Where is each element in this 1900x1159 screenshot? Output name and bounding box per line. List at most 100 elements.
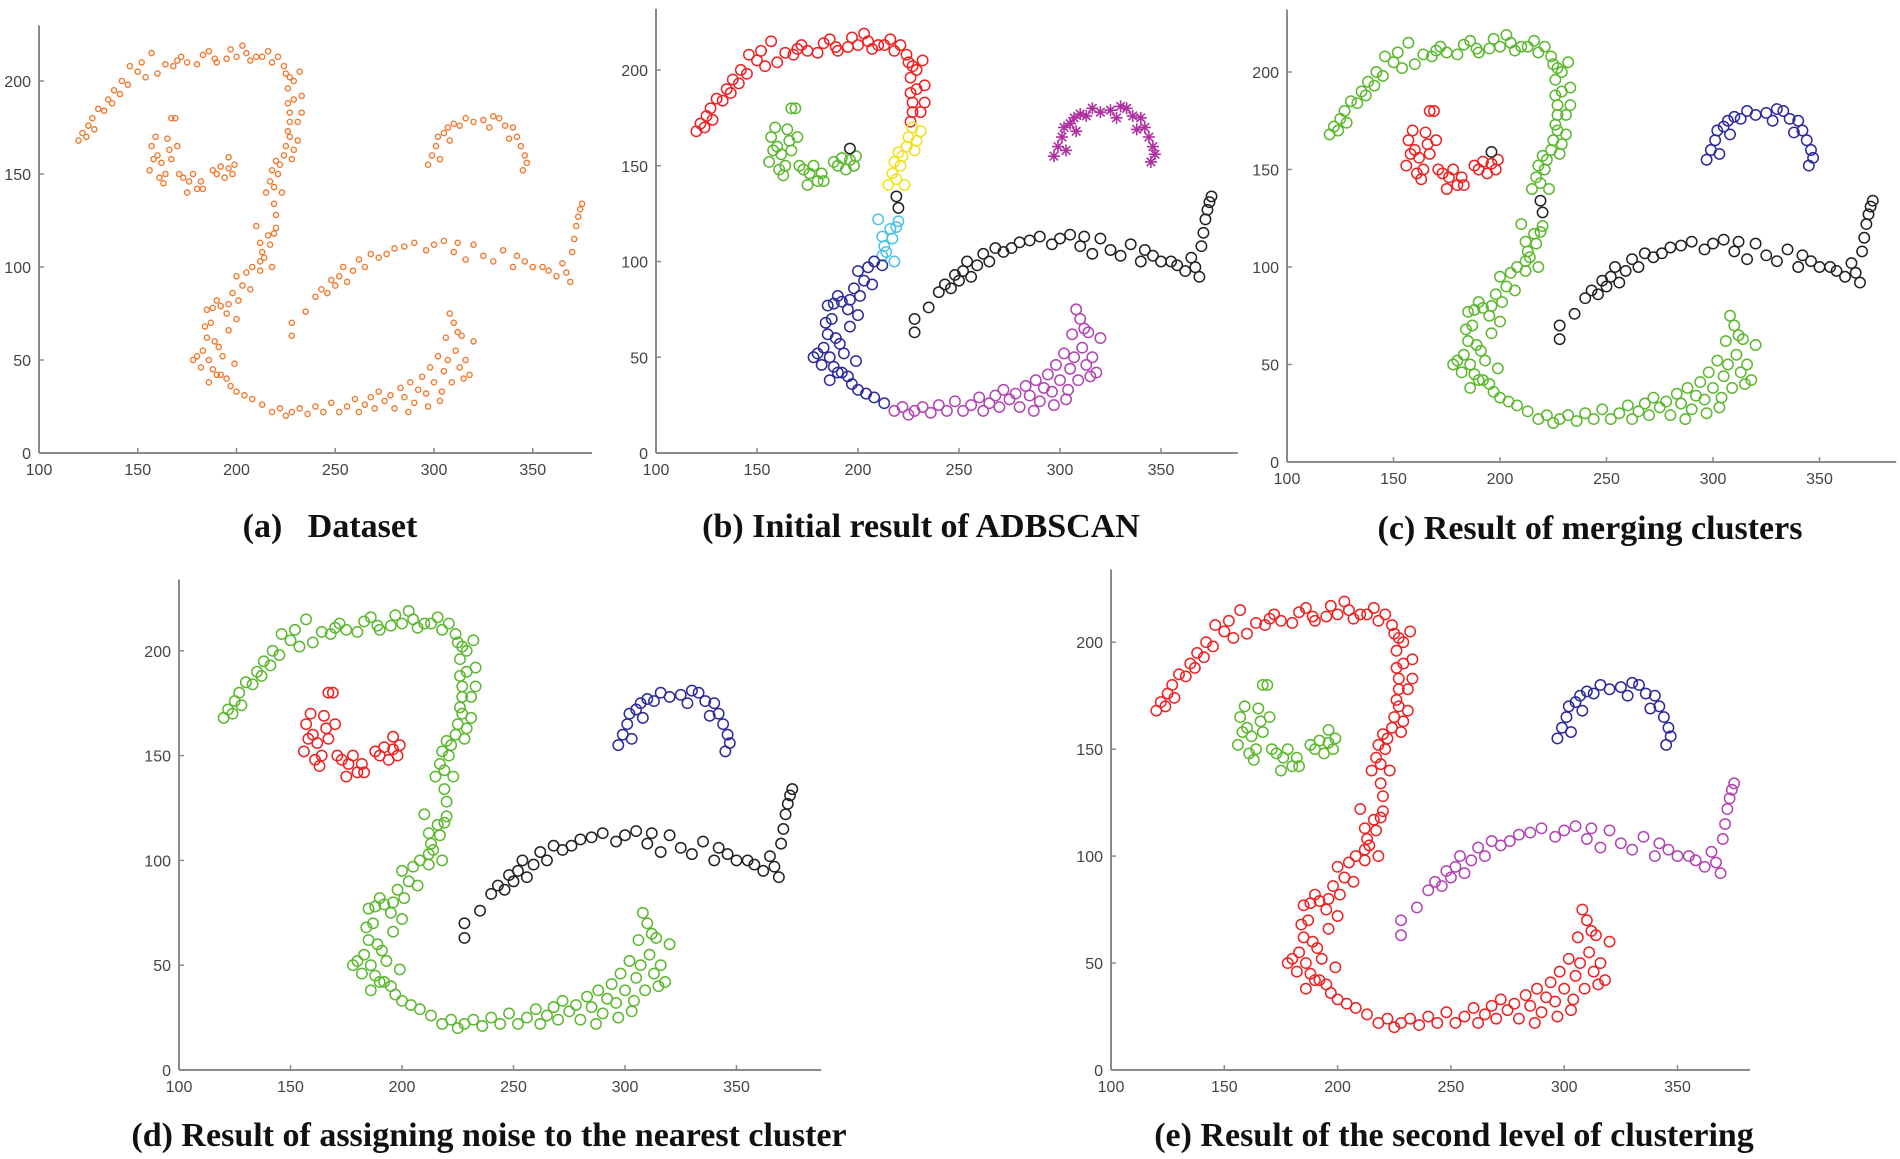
data-point [1478, 850, 1491, 863]
data-point [1579, 292, 1592, 305]
data-point [1440, 183, 1453, 195]
data-point [1540, 409, 1553, 422]
data-point [1487, 385, 1500, 398]
data-point [886, 232, 899, 245]
data-point [1543, 183, 1555, 195]
data-point [1504, 266, 1517, 279]
data-point [266, 241, 274, 248]
data-point [300, 613, 313, 626]
data-point [1423, 147, 1436, 160]
data-point [1694, 376, 1707, 388]
data-point [906, 96, 919, 109]
data-point [1299, 957, 1312, 969]
data-point [1716, 833, 1729, 845]
data-point [1534, 194, 1547, 207]
data-point [1632, 261, 1645, 273]
data-point [619, 984, 631, 997]
data-point [436, 155, 444, 163]
data-point [1361, 608, 1374, 621]
data-point [940, 404, 953, 417]
data-point [902, 408, 915, 421]
data-point [173, 142, 181, 150]
data-point [1535, 822, 1548, 835]
data-point [1464, 381, 1477, 394]
data-point [520, 1011, 533, 1024]
data-point [173, 57, 181, 64]
data-point [843, 142, 856, 155]
data-point [1464, 358, 1477, 371]
data-point [997, 383, 1010, 396]
data-point [1570, 415, 1583, 427]
data-point [1290, 965, 1303, 978]
caption-c: (c) Result of merging clusters [1377, 510, 1803, 547]
data-point [340, 770, 353, 783]
data-point [1555, 138, 1568, 151]
data-point [1501, 1004, 1514, 1017]
data-point [1159, 700, 1172, 713]
data-point [703, 709, 716, 722]
data-point [227, 46, 234, 53]
data-point [648, 967, 660, 980]
data-point [888, 255, 901, 268]
data-point [384, 906, 397, 919]
data-point [1489, 288, 1502, 301]
data-point [775, 148, 788, 161]
data-point [1422, 1010, 1435, 1023]
x-tick-label: 250 [1593, 471, 1620, 488]
series-red [1150, 595, 1616, 1034]
data-point [1536, 206, 1549, 219]
data-point [209, 365, 217, 373]
data-point [450, 120, 458, 128]
data-point [1338, 105, 1351, 117]
data-point [466, 371, 473, 379]
data-point [819, 316, 832, 329]
data-point [398, 892, 411, 905]
data-point [146, 166, 153, 174]
data-point [1503, 835, 1516, 848]
data-point [1483, 42, 1496, 55]
data-point [900, 48, 913, 61]
data-point [565, 839, 578, 852]
data-point [252, 222, 260, 230]
series-orange [75, 42, 586, 420]
data-point [166, 146, 173, 154]
data-point [456, 690, 469, 703]
data-point [440, 237, 448, 245]
data-point [1565, 726, 1577, 738]
data-point [465, 690, 478, 703]
data-point [892, 146, 905, 159]
data-point [1849, 266, 1862, 279]
data-point [422, 827, 435, 840]
data-point [862, 261, 875, 274]
data-point [288, 408, 296, 416]
series-green [1323, 29, 1762, 429]
data-point [534, 1017, 547, 1030]
data-point [521, 152, 529, 159]
data-point [201, 323, 209, 330]
data-point [1080, 358, 1093, 371]
data-point [807, 159, 820, 172]
x-tick-label: 100 [643, 462, 670, 479]
x-tick-label: 150 [1211, 1079, 1238, 1096]
data-point [643, 948, 656, 961]
data-point [381, 397, 388, 405]
data-point [1560, 128, 1572, 141]
data-point [1379, 50, 1391, 63]
data-point [1528, 227, 1541, 240]
data-point [590, 1017, 602, 1030]
data-point [410, 239, 418, 247]
data-point [1562, 952, 1575, 965]
x-tick-label: 150 [744, 462, 771, 479]
data-point [1707, 237, 1719, 250]
data-point [1580, 833, 1593, 845]
data-point [1397, 636, 1410, 649]
data-point [623, 707, 636, 720]
data-point [1551, 732, 1564, 745]
data-point [1862, 208, 1875, 221]
data-point [288, 332, 296, 340]
data-point [501, 122, 509, 129]
data-point [619, 829, 631, 842]
data-point [134, 68, 142, 75]
data-point [288, 319, 296, 327]
data-point [434, 133, 442, 141]
